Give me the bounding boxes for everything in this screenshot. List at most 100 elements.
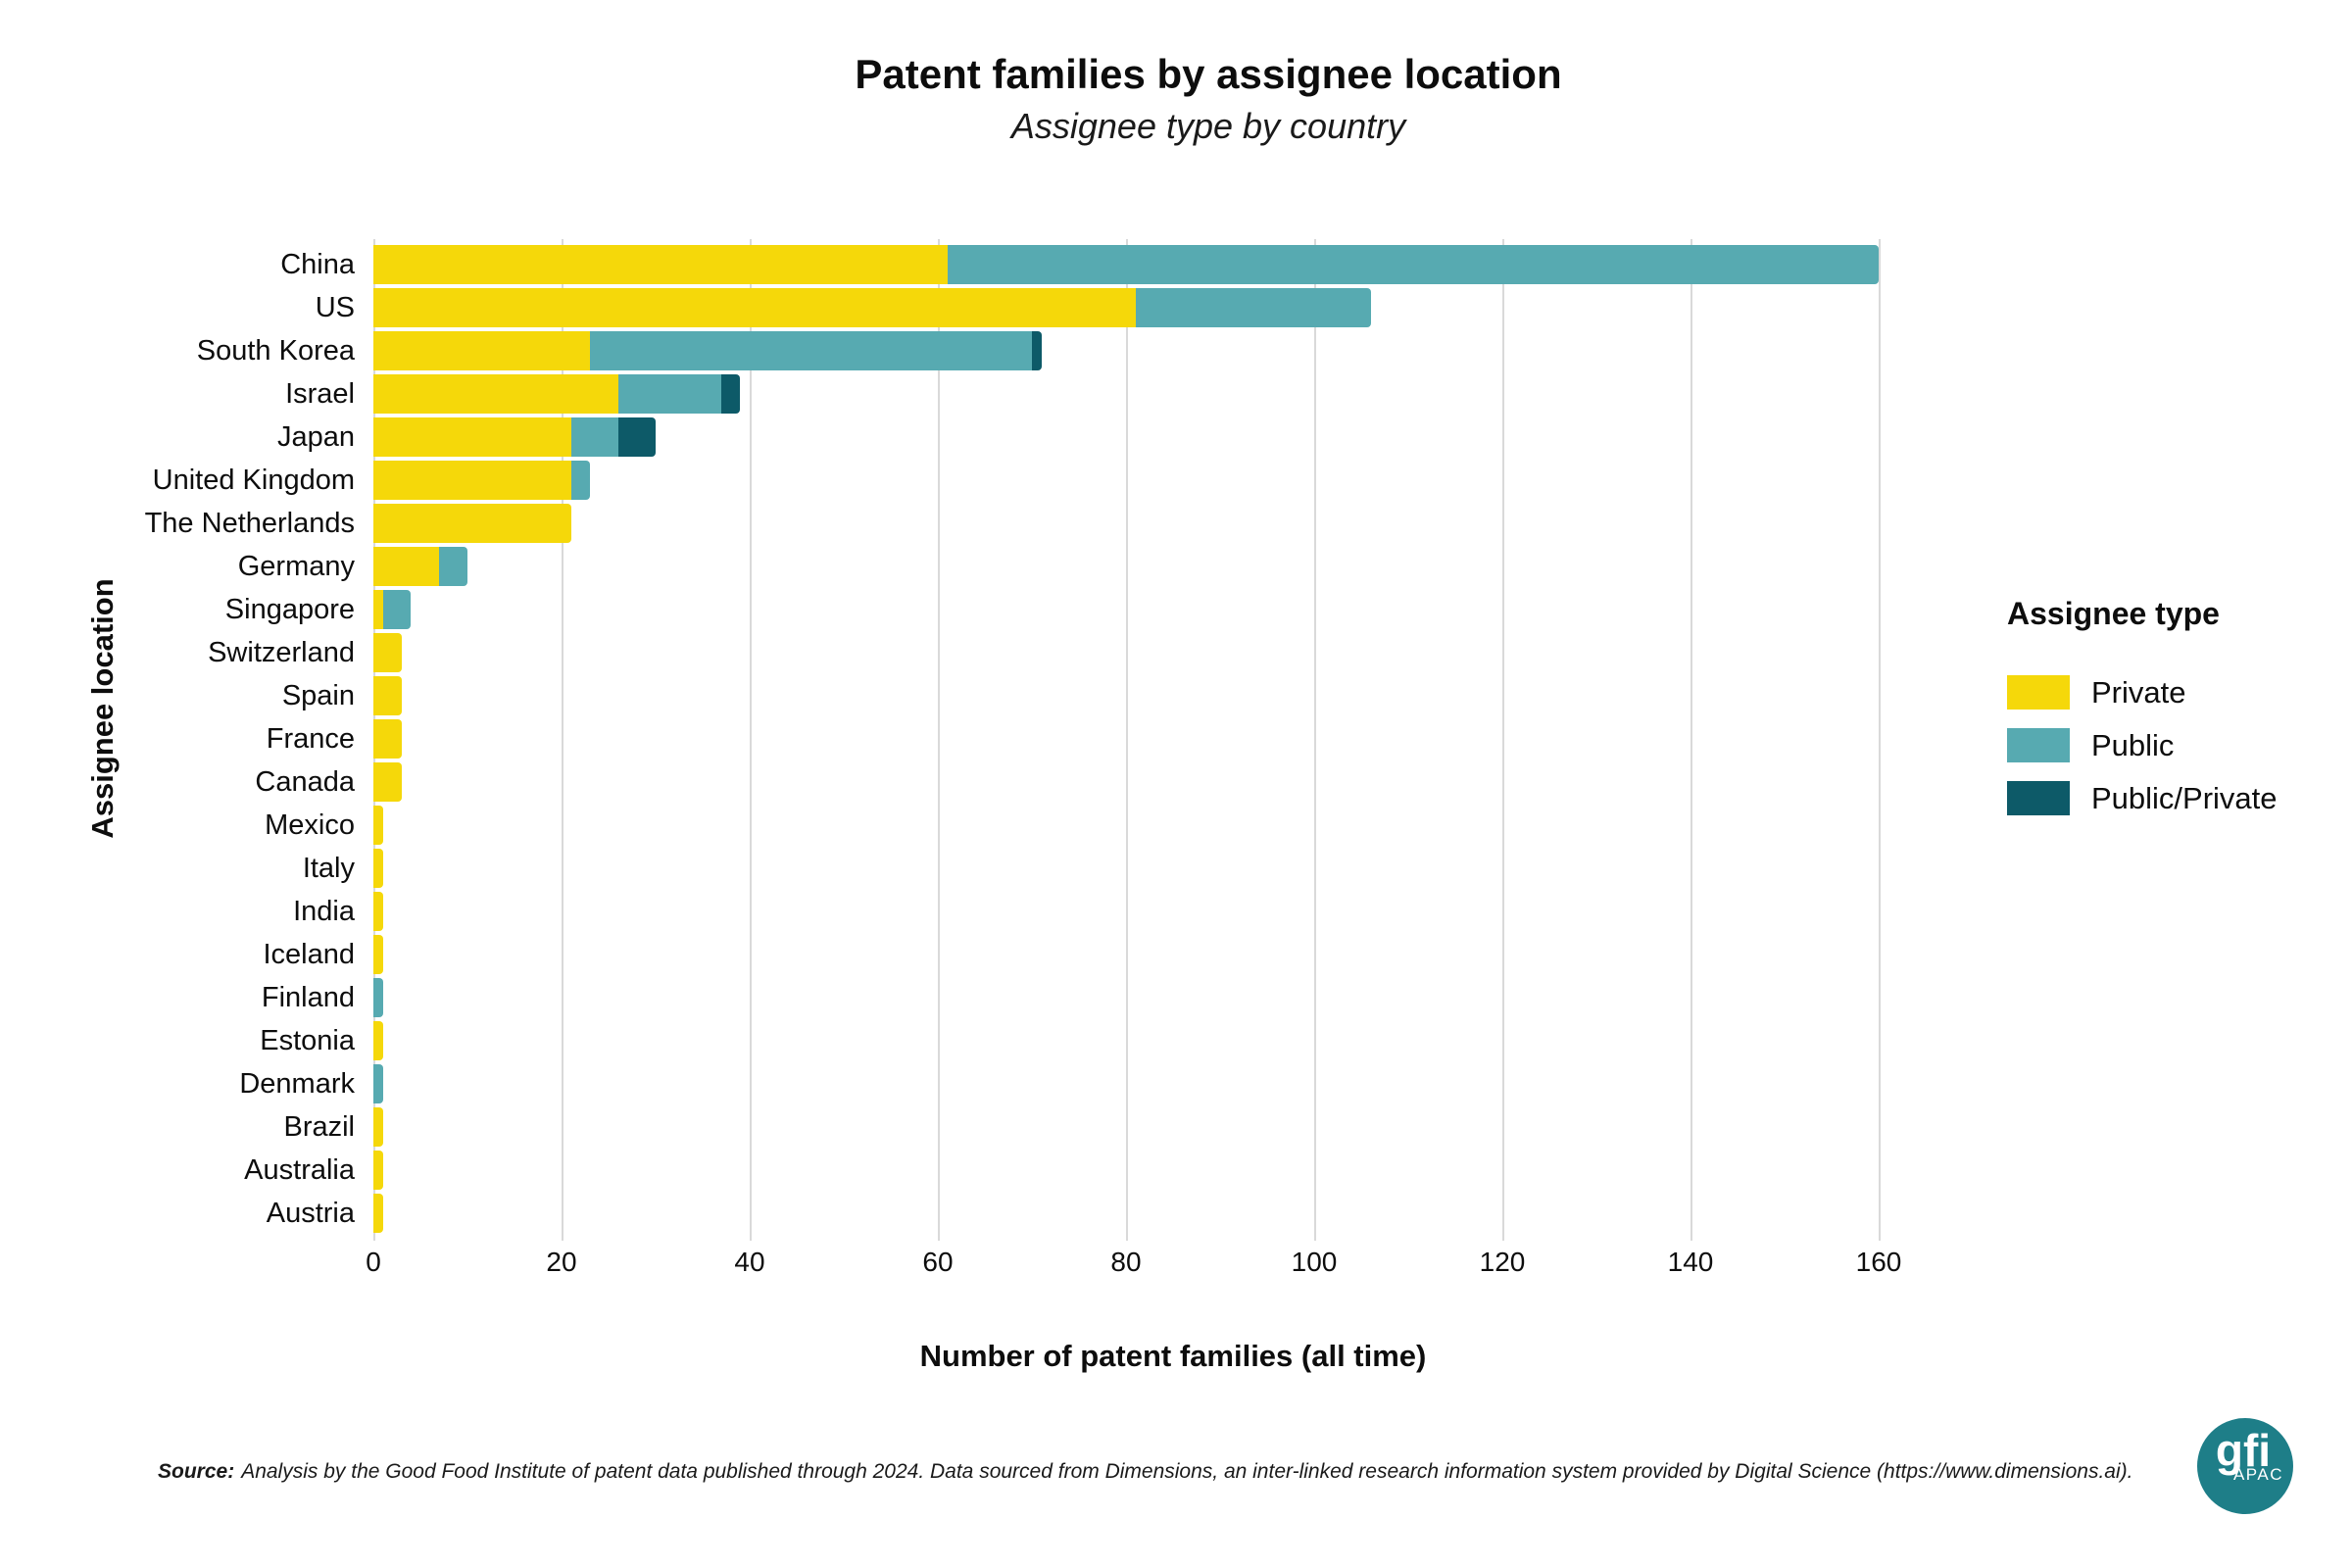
- bar-segment: [373, 374, 618, 414]
- gfi-logo-text: gfi: [2215, 1425, 2272, 1476]
- bar-segment: [373, 892, 383, 931]
- x-tick-label: 140: [1667, 1247, 1714, 1277]
- y-axis-label: Spain: [281, 680, 355, 711]
- chart-title: Patent families by assignee location: [855, 51, 1562, 97]
- y-axis-label: Italy: [302, 853, 355, 884]
- y-axis-label: Israel: [285, 378, 355, 410]
- x-tick-label: 40: [734, 1247, 765, 1277]
- bar-row-japan: [373, 417, 1941, 457]
- gfi-logo-region: APAC: [2232, 1465, 2283, 1484]
- bar-segment: [373, 288, 1136, 327]
- bar-segment: [373, 1107, 383, 1147]
- legend-item-private: Private: [2007, 675, 2278, 710]
- bar-segment: [373, 547, 440, 586]
- bar-segment: [373, 590, 383, 629]
- bar-segment: [373, 935, 383, 974]
- bar-segment: [589, 331, 1032, 370]
- bar-segment: [373, 461, 571, 500]
- bar-segment: [373, 633, 402, 672]
- legend-label-private: Private: [2091, 674, 2186, 710]
- y-axis-label: Canada: [255, 766, 355, 798]
- bar-segment: [373, 762, 402, 802]
- y-axis-label: Mexico: [265, 809, 355, 841]
- bar-segment: [721, 374, 741, 414]
- bar-segment: [373, 978, 383, 1017]
- bar-row-china: [373, 245, 1941, 284]
- bar-segment: [382, 590, 412, 629]
- x-tick-label: 160: [1855, 1247, 1902, 1277]
- public-private-swatch: [2007, 781, 2070, 815]
- x-tick-label: 20: [546, 1247, 577, 1277]
- gridline: [1126, 239, 1128, 1241]
- bar-segment: [373, 1064, 383, 1103]
- y-axis-label: India: [293, 896, 355, 927]
- y-axis-label: France: [266, 723, 355, 755]
- y-axis-label: Denmark: [239, 1068, 355, 1100]
- bar-row-finland: [373, 978, 1941, 1017]
- private-swatch: [2007, 675, 2070, 710]
- y-axis-label: Japan: [276, 421, 355, 453]
- y-axis-label: Finland: [261, 982, 355, 1013]
- bar-segment: [373, 806, 383, 845]
- bar-row-united-kingdom: [373, 461, 1941, 500]
- bar-segment: [1135, 288, 1371, 327]
- public-swatch: [2007, 728, 2070, 762]
- gridline: [1314, 239, 1316, 1241]
- y-axis-label: China: [280, 249, 355, 280]
- y-axis-label: Australia: [244, 1154, 355, 1186]
- y-axis-label: Germany: [237, 551, 355, 582]
- legend-title: Assignee type: [2007, 596, 2220, 631]
- gridline: [562, 239, 564, 1241]
- gridline: [938, 239, 940, 1241]
- bar-segment: [373, 1021, 383, 1060]
- bar-row-israel: [373, 374, 1941, 414]
- bar-segment: [439, 547, 467, 586]
- x-tick-label: 80: [1110, 1247, 1142, 1277]
- bar-row-iceland: [373, 935, 1941, 974]
- bar-segment: [373, 417, 571, 457]
- source-prefix: Source:: [158, 1460, 235, 1483]
- bar-segment: [373, 719, 402, 759]
- plot-area: [373, 239, 1941, 1241]
- bar-segment: [373, 331, 590, 370]
- bar-row-brazil: [373, 1107, 1941, 1147]
- bar-row-france: [373, 719, 1941, 759]
- x-tick-label: 60: [922, 1247, 954, 1277]
- bar-row-us: [373, 288, 1941, 327]
- bar-segment: [570, 461, 590, 500]
- bar-segment: [617, 374, 722, 414]
- bar-segment: [373, 504, 571, 543]
- chart-header: Patent families by assignee location Ass…: [65, 51, 2352, 147]
- y-axis-label: Switzerland: [208, 637, 355, 668]
- bar-row-india: [373, 892, 1941, 931]
- x-tick-label: 0: [366, 1247, 381, 1277]
- gridline: [1879, 239, 1881, 1241]
- bar-row-south-korea: [373, 331, 1941, 370]
- legend-item-public-private: Public/Private: [2007, 781, 2278, 815]
- y-axis-label: Estonia: [260, 1025, 355, 1056]
- legend-label-public: Public: [2091, 727, 2175, 762]
- legend: Assignee type Private Public Public/Priv…: [2007, 596, 2278, 834]
- gridline: [1690, 239, 1692, 1241]
- legend-label-public-private: Public/Private: [2091, 780, 2278, 815]
- bar-row-the-netherlands: [373, 504, 1941, 543]
- bars: [373, 239, 1941, 1241]
- bar-row-italy: [373, 849, 1941, 888]
- x-tick-label: 120: [1479, 1247, 1526, 1277]
- bar-segment: [373, 676, 402, 715]
- y-axis-label: US: [315, 292, 355, 323]
- bar-row-singapore: [373, 590, 1941, 629]
- y-axis-labels: China US South Korea Israel Japan United King…: [0, 239, 355, 1241]
- bar-row-mexico: [373, 806, 1941, 845]
- x-axis-title: Number of patent families (all time): [919, 1339, 1427, 1373]
- bar-segment: [947, 245, 1879, 284]
- bar-segment: [373, 245, 948, 284]
- bar-row-estonia: [373, 1021, 1941, 1060]
- bar-segment: [1032, 331, 1042, 370]
- bar-segment: [373, 1151, 383, 1190]
- y-axis-label: South Korea: [196, 335, 355, 367]
- bar-segment: [570, 417, 618, 457]
- x-axis-ticks: 0 20 40 60 80 100 120 140 160: [366, 1247, 1941, 1286]
- bar-segment: [373, 849, 383, 888]
- source-note: Source: Analysis by the Good Food Institu…: [158, 1460, 2132, 1484]
